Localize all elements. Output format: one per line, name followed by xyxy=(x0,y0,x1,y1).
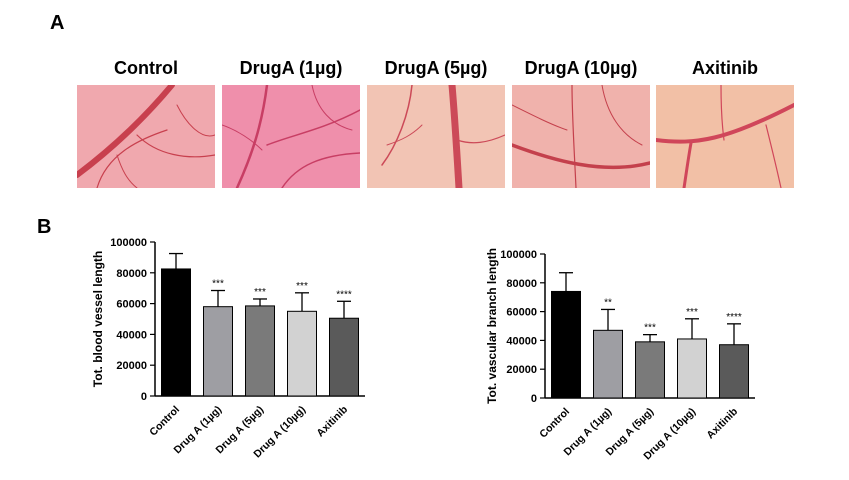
bar xyxy=(245,305,275,397)
vessel-branch xyxy=(266,109,360,146)
x-tick-label: Control xyxy=(147,404,182,439)
photo-druga-10ug xyxy=(512,85,650,188)
y-tick-label: 20000 xyxy=(506,364,537,376)
bar xyxy=(551,290,581,399)
y-tick-label: 40000 xyxy=(506,335,537,347)
vessel-main xyxy=(448,85,463,188)
bar xyxy=(593,329,623,399)
significance-label: *** xyxy=(212,279,224,290)
significance-label: *** xyxy=(686,307,698,318)
bar xyxy=(719,344,749,399)
photo-title-control: Control xyxy=(114,58,178,78)
y-axis-label: Tot. blood vessel length xyxy=(91,251,105,387)
vessel-main xyxy=(77,85,175,178)
vessel-branch xyxy=(311,85,353,131)
vessel-branch xyxy=(386,124,423,146)
significance-label: *** xyxy=(296,281,308,292)
significance-label: ** xyxy=(604,297,612,308)
y-tick-label: 0 xyxy=(531,393,537,405)
panel-label-a: A xyxy=(50,12,65,34)
y-tick-label: 0 xyxy=(141,391,147,403)
bar xyxy=(287,310,317,397)
photo-background xyxy=(77,85,215,188)
vessel-branch xyxy=(512,104,568,131)
blood-vessel-length-chart: Tot. blood vessel length 0 20000 40000 60000… xyxy=(91,237,365,460)
vessel-branch xyxy=(381,85,413,166)
significance-label: **** xyxy=(336,289,352,300)
significance-label: *** xyxy=(644,323,656,334)
y-tick-label: 80000 xyxy=(506,278,537,290)
vascular-branch-length-chart: Tot. vascular branch length 0 20000 40000 60… xyxy=(485,248,755,462)
photo-druga-1ug xyxy=(222,85,360,188)
photo-background xyxy=(367,85,505,188)
bar xyxy=(329,317,359,397)
vessel-branch xyxy=(176,104,215,137)
significance-label: *** xyxy=(254,287,266,298)
vessel-branch xyxy=(765,124,782,188)
photo-title-druga-1ug: DrugA (1µg) xyxy=(239,58,343,78)
vessel-branch xyxy=(571,85,577,188)
vessel-branch xyxy=(682,141,693,188)
photo-title-druga-5ug: DrugA (5µg) xyxy=(384,58,488,78)
vessel-branch xyxy=(136,134,215,158)
vessel-branch xyxy=(222,124,263,151)
photo-axitinib xyxy=(656,85,794,188)
vessel-branch xyxy=(601,85,643,146)
photo-background xyxy=(512,85,650,188)
bar xyxy=(635,341,665,399)
y-tick-label: 60000 xyxy=(506,307,537,319)
vessel-main xyxy=(235,85,269,188)
y-axis-label: Tot. vascular branch length xyxy=(485,248,499,404)
vessel-branch xyxy=(720,85,725,141)
y-tick-label: 20000 xyxy=(116,360,147,372)
x-tick-label: Axitinib xyxy=(314,404,350,440)
vessel-branch xyxy=(116,154,138,188)
vessel-branch xyxy=(281,152,360,188)
vessel-branch xyxy=(456,134,505,144)
vessel-main xyxy=(656,103,794,144)
y-tick-label: 100000 xyxy=(500,249,537,261)
x-tick-label: Control xyxy=(537,406,572,441)
photo-title-axitinib: Axitinib xyxy=(692,58,758,78)
photo-title-druga-10ug: DrugA (10µg) xyxy=(524,58,638,78)
significance-label: **** xyxy=(726,312,742,323)
photo-druga-5ug xyxy=(367,85,505,188)
y-tick-label: 80000 xyxy=(116,268,147,280)
y-tick-label: 40000 xyxy=(116,329,147,341)
y-tick-label: 60000 xyxy=(116,299,147,311)
vessel-branch xyxy=(96,129,168,188)
vessel-main xyxy=(512,143,650,170)
bar xyxy=(203,306,233,397)
bar xyxy=(161,268,191,397)
photo-control xyxy=(77,85,215,188)
bar xyxy=(677,338,707,399)
panel-label-b: B xyxy=(37,216,52,238)
x-tick-label: Axitinib xyxy=(704,406,740,442)
y-tick-label: 100000 xyxy=(110,237,147,249)
